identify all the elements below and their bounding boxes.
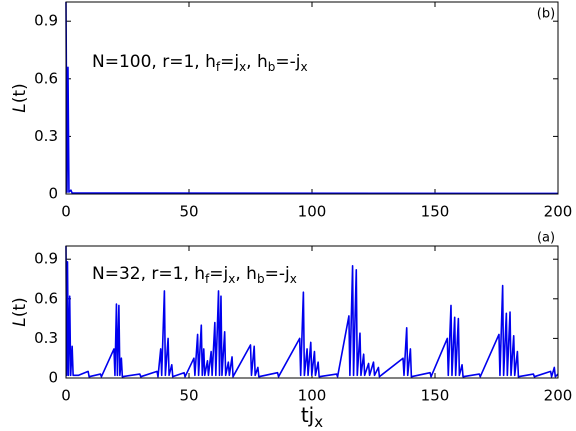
- plot-frame: [65, 1, 559, 195]
- annotation: N=32, r=1, hf=jx, hb=-jx: [92, 264, 297, 286]
- x-tick-label: 0: [61, 203, 71, 221]
- y-tick-label: 0.9: [34, 250, 58, 268]
- x-tick-label: 200: [544, 387, 573, 405]
- x-tick-label: 200: [544, 203, 573, 221]
- y-tick-label: 0.9: [34, 12, 58, 30]
- x-tick-label: 100: [298, 387, 327, 405]
- y-tick-label: 0.3: [34, 329, 58, 347]
- x-tick-label: 50: [179, 387, 198, 405]
- y-tick-label: 0.3: [34, 127, 58, 145]
- y-tick-label: 0: [48, 185, 58, 203]
- data-line: [65, 1, 559, 195]
- x-tick-label: 150: [421, 387, 450, 405]
- panel-label: (b): [537, 7, 555, 22]
- x-tick-label: 150: [421, 203, 450, 221]
- y-tick-label: 0.6: [34, 69, 58, 87]
- y-axis-title: L(t): [10, 83, 30, 112]
- panel-b: (b) N=100, r=1, hf=jx, hb=-jx L(t) 0 0.3 0…: [10, 1, 573, 221]
- y-tick-label: 0.6: [34, 289, 58, 307]
- x-tick-label: 0: [61, 387, 71, 405]
- y-tick-label: 0: [48, 369, 58, 387]
- x-tick-label: 100: [298, 203, 327, 221]
- panel-label: (a): [537, 231, 555, 246]
- data-line: [65, 245, 559, 378]
- panel-a: (a) N=32, r=1, hf=jx, hb=-jx L(t) tjx 00…: [10, 231, 572, 431]
- plot-frame: [65, 245, 559, 379]
- y-axis-title: L(t): [10, 297, 30, 326]
- annotation: N=100, r=1, hf=jx, hb=-jx: [92, 52, 308, 74]
- x-tick-label: 50: [179, 203, 198, 221]
- x-axis-title: tjx: [301, 403, 323, 431]
